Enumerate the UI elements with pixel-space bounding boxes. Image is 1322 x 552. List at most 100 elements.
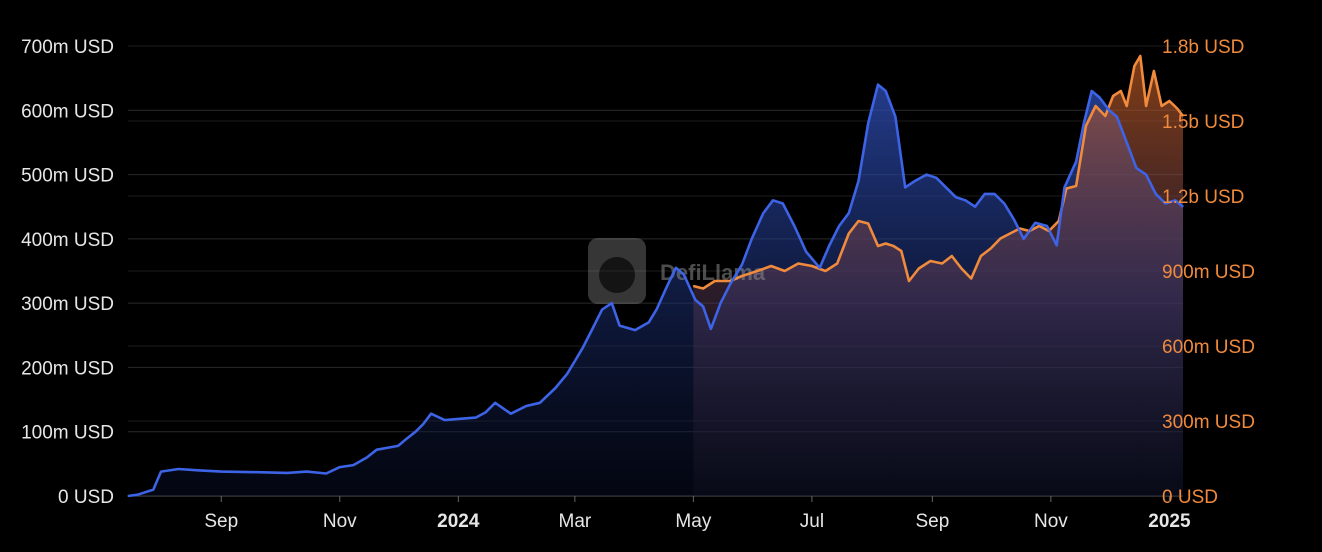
point-left <box>582 347 584 349</box>
point-left <box>1135 167 1137 169</box>
point-right <box>990 247 992 250</box>
y-right-tick-label: 900m USD <box>1162 262 1255 283</box>
point-left <box>444 419 446 421</box>
point-right <box>999 237 1002 240</box>
x-tick-label: Sep <box>204 511 238 532</box>
point-right <box>784 270 786 272</box>
point-right <box>1182 115 1184 117</box>
y-axis-right: 0 USD 300m USD 600m USD 900m USD 1.2b USD 1.5… <box>1162 37 1255 508</box>
point-left <box>415 431 417 433</box>
point-left <box>1182 206 1184 208</box>
point-left <box>655 309 658 311</box>
point-right <box>1048 230 1050 232</box>
point-right <box>1065 187 1067 190</box>
point-right <box>770 265 772 267</box>
llama-logo-icon <box>588 238 646 304</box>
point-right <box>1058 220 1060 222</box>
point-left <box>619 325 621 327</box>
point-left <box>554 387 557 389</box>
logo-face <box>599 257 635 293</box>
y-left-tick-label: 600m USD <box>21 101 114 122</box>
point-left <box>694 299 696 301</box>
point-left <box>339 466 341 468</box>
point-right <box>867 222 869 225</box>
point-right <box>980 255 982 257</box>
point-left <box>405 438 407 440</box>
point-right <box>824 270 827 272</box>
y-right-tick-label: 1.2b USD <box>1162 187 1244 208</box>
point-right <box>1019 227 1021 230</box>
point-left <box>457 418 459 420</box>
point-left <box>1034 222 1036 224</box>
point-left <box>475 417 477 419</box>
point-left <box>430 413 432 415</box>
point-left <box>1003 202 1005 205</box>
point-left <box>964 199 967 201</box>
point-left <box>984 193 986 195</box>
point-left <box>741 264 743 266</box>
point-left <box>848 212 850 214</box>
point-left <box>1108 109 1110 111</box>
y-axis-left: 0 USD 100m USD 200m USD 300m USD 400m USD 500… <box>21 37 114 508</box>
point-left <box>867 122 869 124</box>
point-left <box>819 267 821 269</box>
y-left-tick-label: 200m USD <box>21 358 114 379</box>
x-tick-label: 2025 <box>1148 511 1191 532</box>
point-left <box>1046 225 1048 227</box>
point-right <box>1126 105 1128 107</box>
y-left-tick-label: 700m USD <box>21 37 114 58</box>
point-left <box>1098 96 1101 98</box>
y-right-tick-label: 300m USD <box>1162 412 1255 433</box>
point-right <box>756 270 759 272</box>
point-right <box>1161 105 1163 107</box>
point-left <box>925 174 928 176</box>
point-left <box>904 186 906 188</box>
point-right <box>1139 55 1141 57</box>
point-left <box>935 177 937 179</box>
point-left <box>137 494 139 496</box>
watermark: DefiLlama <box>588 238 766 304</box>
point-right <box>1112 95 1114 97</box>
y-left-tick-label: 400m USD <box>21 230 114 251</box>
point-left <box>945 186 947 188</box>
point-left <box>914 180 916 182</box>
point-left <box>885 90 887 92</box>
point-left <box>1063 186 1066 188</box>
y-right-tick-label: 1.8b USD <box>1162 37 1244 58</box>
point-left <box>1145 174 1147 176</box>
point-left <box>634 329 636 331</box>
y-left-tick-label: 0 USD <box>58 487 114 508</box>
point-right <box>1168 100 1170 102</box>
point-left <box>366 456 368 458</box>
point-right <box>1176 107 1178 110</box>
point-right <box>929 260 932 262</box>
point-right <box>857 220 860 222</box>
point-right <box>811 265 813 267</box>
point-left <box>955 196 957 198</box>
point-right <box>1095 105 1097 107</box>
point-left <box>397 445 399 447</box>
point-left <box>828 244 831 246</box>
point-right <box>1153 70 1155 72</box>
point-right <box>900 250 902 252</box>
point-left <box>729 283 731 285</box>
point-left <box>1116 116 1118 118</box>
point-left <box>1091 90 1093 92</box>
point-right <box>877 245 879 247</box>
point-left <box>1174 199 1176 201</box>
x-tick-label: Mar <box>559 511 592 532</box>
point-left <box>793 225 796 227</box>
series-areas <box>128 56 1183 496</box>
point-left <box>1056 244 1058 246</box>
point-left <box>710 328 712 330</box>
point-right <box>692 285 695 287</box>
point-left <box>352 464 354 466</box>
point-left <box>1155 193 1157 195</box>
point-left <box>601 309 603 311</box>
point-left <box>257 471 259 473</box>
point-right <box>941 262 943 265</box>
point-right <box>836 262 838 265</box>
point-left <box>894 116 897 118</box>
point-left <box>574 360 576 362</box>
